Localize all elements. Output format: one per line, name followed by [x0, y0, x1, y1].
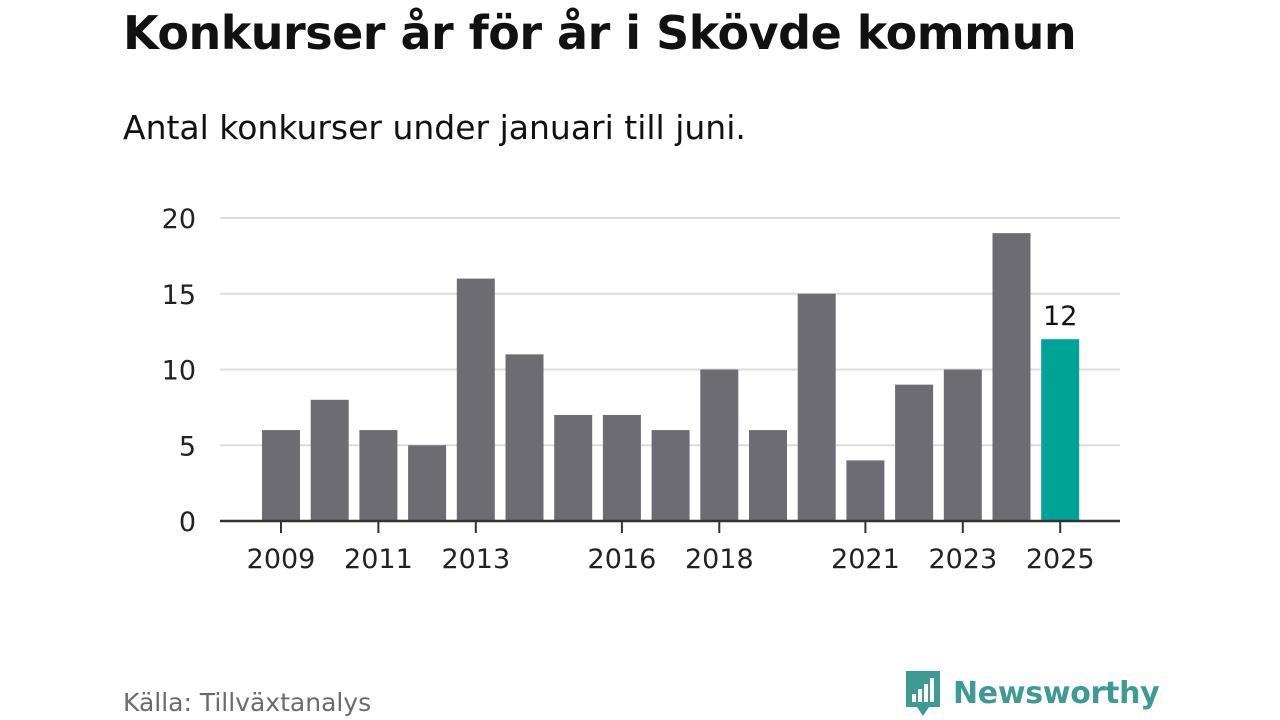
bar-2010 — [310, 399, 349, 521]
bar-2018 — [700, 369, 739, 521]
bar-2021 — [846, 460, 885, 521]
y-tick-label: 0 — [179, 507, 196, 538]
bar-2022 — [895, 384, 934, 521]
y-tick-label: 20 — [162, 204, 196, 235]
bar-2023 — [943, 369, 982, 521]
chart-subtitle: Antal konkurser under januari till juni. — [123, 108, 746, 147]
x-tick-label: 2018 — [685, 544, 754, 575]
bar-2017 — [651, 430, 690, 521]
annotations: 12 — [1043, 301, 1077, 332]
x-tick-label: 2011 — [344, 544, 413, 575]
bar-2024 — [992, 233, 1031, 521]
y-tick-label: 10 — [162, 356, 196, 387]
brand-logo: Newsworthy — [903, 668, 1160, 718]
y-axis-labels: 0 5 10 15 20 — [162, 204, 196, 538]
x-tick-label: 2016 — [588, 544, 657, 575]
x-tick-label: 2023 — [928, 544, 997, 575]
x-tick-label: 2025 — [1026, 544, 1095, 575]
bar-2012 — [408, 445, 447, 521]
bar-2019 — [749, 430, 787, 521]
chart-title: Konkurser år för år i Skövde kommun — [123, 6, 1077, 60]
bar-2011 — [359, 430, 398, 521]
data-label-highlight: 12 — [1043, 301, 1077, 332]
bar-2014 — [505, 354, 544, 521]
bar-2016 — [602, 414, 641, 521]
bar-2015 — [554, 414, 593, 521]
bars — [262, 233, 1080, 521]
x-axis-labels: 2009 2011 2013 2016 2018 2021 2023 2025 — [247, 521, 1095, 575]
y-tick-label: 15 — [162, 280, 196, 311]
source-note: Källa: Tillväxtanalys — [123, 688, 372, 717]
bar-2009 — [262, 430, 300, 521]
bar-2013 — [456, 278, 495, 521]
x-tick-label: 2009 — [247, 544, 316, 575]
bar-chart: 0 5 10 15 20 2009 2011 2013 2016 2018 2021 2023 202… — [162, 204, 1120, 575]
gridlines — [220, 217, 1120, 447]
brand-name: Newsworthy — [953, 675, 1160, 711]
y-tick-label: 5 — [179, 431, 196, 462]
bar-chart-speech-bubble-icon — [906, 671, 940, 716]
bar-2025 — [1041, 339, 1080, 521]
bar-2020 — [797, 293, 836, 521]
x-tick-label: 2021 — [831, 544, 900, 575]
x-tick-label: 2013 — [441, 544, 510, 575]
